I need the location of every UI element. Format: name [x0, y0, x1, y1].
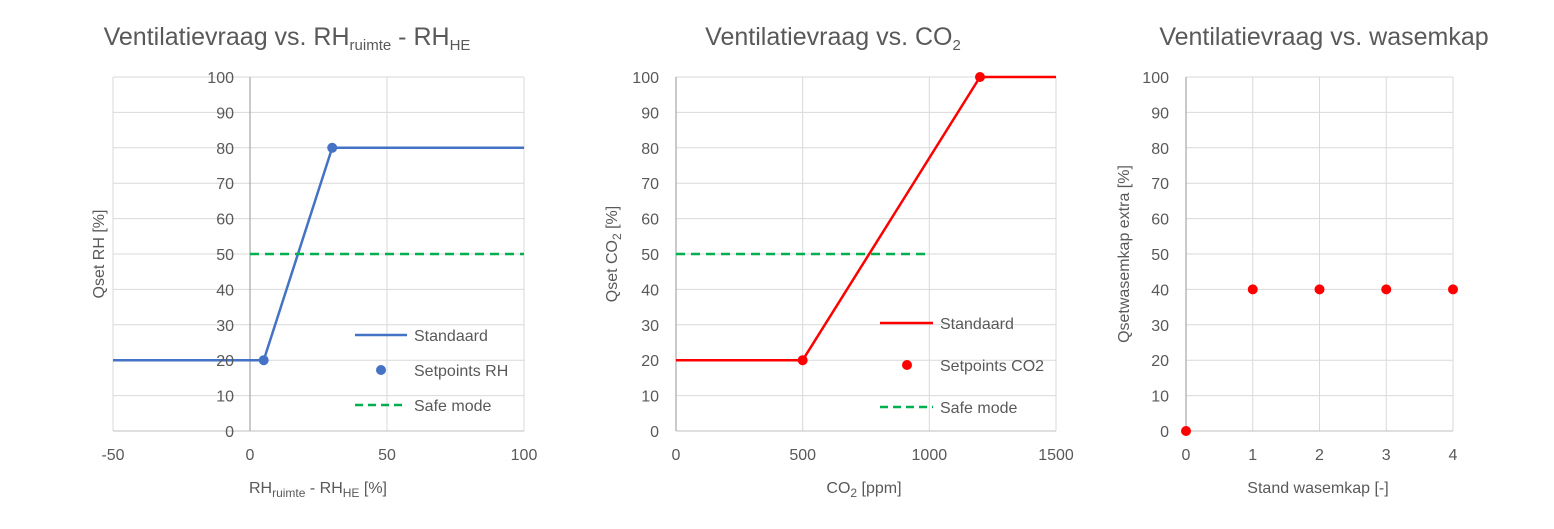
x-tick-label: 2 — [1315, 447, 1324, 464]
legend-setpoints-rh-label: Setpoints RH — [414, 363, 508, 380]
chart-hood-series — [1181, 284, 1458, 436]
setpoints-co2-point — [797, 355, 808, 366]
y-tick-label: 10 — [641, 389, 659, 406]
chart-rh-legend: Standaard Setpoints RH Safe mode — [355, 328, 508, 415]
y-tick-label: 70 — [216, 176, 234, 193]
y-tick-label: 30 — [641, 318, 659, 335]
y-tick-label: 60 — [216, 212, 234, 229]
chart-hood-grid — [1186, 76, 1454, 431]
y-tick-label: 20 — [1151, 353, 1169, 370]
data-point — [1448, 284, 1458, 295]
x-tick-label: 1000 — [912, 447, 948, 464]
y-tick-label: 80 — [216, 141, 234, 158]
x-tick-label: 0 — [1182, 447, 1191, 464]
data-point — [1181, 426, 1191, 436]
y-tick-label: 10 — [216, 389, 234, 406]
chart-co2-y-axis-label: Qset CO2 [%] — [604, 206, 624, 302]
y-tick-label: 90 — [216, 105, 234, 122]
chart-hood-x-axis-label: Stand wasemkap [-] — [1247, 480, 1388, 497]
y-tick-label: 80 — [641, 141, 659, 158]
chart-rh-series — [113, 142, 524, 366]
y-tick-label: 70 — [1151, 176, 1169, 193]
setpoints-rh-point — [327, 142, 338, 153]
y-tick-label: 80 — [1151, 141, 1169, 158]
chart-co2-grid — [676, 76, 1057, 431]
y-tick-label: 0 — [650, 424, 659, 441]
y-tick-label: 30 — [216, 318, 234, 335]
data-point — [1381, 284, 1392, 295]
y-tick-label: 100 — [207, 70, 234, 87]
y-tick-label: 100 — [1142, 70, 1169, 87]
legend-safe-mode-label: Safe mode — [414, 398, 491, 415]
chart-co2: Ventilatievraag vs. CO2 0 10 20 30 40 50 60 70 8… — [604, 23, 1074, 500]
y-tick-label: 50 — [641, 247, 659, 264]
y-tick-label: 100 — [632, 70, 659, 87]
standaard-line — [676, 75, 1056, 362]
legend-standaard-label: Standaard — [940, 316, 1014, 333]
legend-setpoints-co2-label: Setpoints CO2 — [940, 358, 1044, 375]
x-tick-label: -50 — [101, 447, 124, 464]
y-tick-label: 20 — [216, 353, 234, 370]
y-tick-label: 60 — [1151, 212, 1169, 229]
y-tick-label: 50 — [216, 247, 234, 264]
y-tick-label: 40 — [1151, 282, 1169, 299]
y-tick-label: 70 — [641, 176, 659, 193]
x-tick-label: 100 — [511, 447, 538, 464]
data-point — [1247, 284, 1258, 295]
y-tick-label: 30 — [1151, 318, 1169, 335]
x-tick-label: 0 — [672, 447, 681, 464]
setpoints-rh-point — [258, 355, 269, 366]
chart-hood-axes — [1185, 77, 1453, 432]
data-point — [1314, 284, 1325, 295]
y-tick-label: 90 — [1151, 105, 1169, 122]
chart-co2-title: Ventilatievraag vs. CO2 — [705, 23, 961, 54]
chart-hood-title: Ventilatievraag vs. wasemkap — [1159, 23, 1488, 51]
y-tick-label: 40 — [641, 282, 659, 299]
chart-rh-x-axis-label: RHruimte - RHHE [%] — [249, 480, 387, 500]
y-tick-label: 40 — [216, 282, 234, 299]
chart-co2-series — [676, 72, 1056, 366]
chart-hood-ticks: 0 10 20 30 40 50 60 70 80 90 100 0 1 2 3 4 — [1142, 70, 1457, 464]
chart-hood-y-axis-label: Qsetwasemkap extra [%] — [1116, 165, 1133, 343]
y-tick-label: 60 — [641, 212, 659, 229]
chart-rh: Ventilatievraag vs. RHruimte - RHHE 0 10 2… — [91, 23, 537, 500]
chart-co2-legend: Standaard Setpoints CO2 Safe mode — [880, 316, 1044, 417]
y-tick-label: 0 — [225, 424, 234, 441]
setpoints-co2-point — [975, 72, 985, 82]
x-tick-label: 50 — [378, 447, 396, 464]
legend-standaard-label: Standaard — [414, 328, 488, 345]
x-tick-label: 500 — [789, 447, 816, 464]
chart-co2-x-axis-label: CO2 [ppm] — [826, 480, 901, 500]
x-tick-label: 3 — [1382, 447, 1391, 464]
legend-safe-mode-label: Safe mode — [940, 400, 1017, 417]
legend-setpoints-co2-swatch — [902, 360, 912, 370]
x-tick-label: 1 — [1248, 447, 1257, 464]
x-tick-label: 0 — [246, 447, 255, 464]
y-tick-label: 20 — [641, 353, 659, 370]
y-tick-label: 90 — [641, 105, 659, 122]
y-tick-label: 0 — [1160, 424, 1169, 441]
legend-setpoints-rh-swatch — [376, 365, 386, 375]
y-tick-label: 10 — [1151, 389, 1169, 406]
x-tick-label: 4 — [1449, 447, 1458, 464]
chart-rh-y-axis-label: Qset RH [%] — [91, 210, 108, 299]
y-tick-label: 50 — [1151, 247, 1169, 264]
chart-rh-title: Ventilatievraag vs. RHruimte - RHHE — [104, 23, 471, 54]
chart-rh-ticks: 0 10 20 30 40 50 60 70 80 90 100 -50 0 50 100 — [101, 70, 537, 464]
chart-hood: Ventilatievraag vs. wasemkap 01020304050… — [1116, 23, 1489, 497]
x-tick-label: 1500 — [1038, 447, 1074, 464]
